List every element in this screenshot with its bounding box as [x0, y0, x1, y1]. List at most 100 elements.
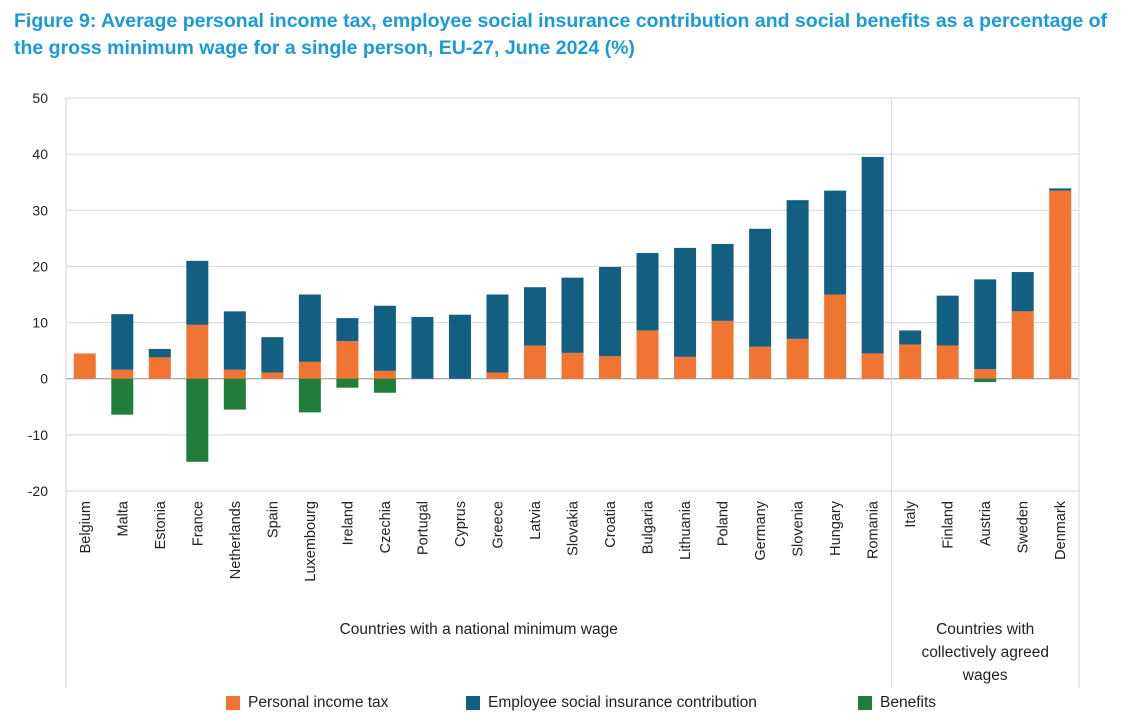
- bar-1-france: [186, 260, 209, 325]
- bar-1-austria: [974, 279, 997, 370]
- bar-2-netherlands: [223, 378, 246, 410]
- bar-1-bulgaria: [636, 252, 659, 331]
- x-tick-label: France: [190, 501, 206, 546]
- bar-0-slovakia: [561, 352, 584, 379]
- x-tick-label: Italy: [903, 500, 919, 527]
- legend-item-tax: Personal income tax: [226, 694, 388, 712]
- x-tick-label: Slovenia: [791, 500, 807, 557]
- x-tick-label: Belgium: [78, 501, 94, 553]
- bar-1-spain: [261, 337, 284, 373]
- y-tick-label: -10: [28, 427, 48, 443]
- bar-1-romania: [861, 156, 884, 354]
- x-tick-label: Poland: [716, 501, 732, 546]
- bar-1-poland: [711, 243, 734, 321]
- bar-1-portugal: [411, 316, 434, 379]
- bar-0-slovenia: [786, 338, 809, 379]
- legend-swatch-benefits: [858, 696, 872, 710]
- x-tick-label: Croatia: [603, 500, 619, 548]
- bar-1-czechia: [373, 305, 396, 371]
- x-tick-label: Denmark: [1053, 500, 1069, 560]
- bar-0-finland: [936, 345, 959, 379]
- bar-0-greece: [486, 372, 509, 379]
- bar-1-estonia: [148, 348, 171, 358]
- bar-0-hungary: [824, 294, 847, 379]
- bar-2-luxembourg: [298, 378, 321, 413]
- group-label: Countries with collectively agreed wages: [921, 621, 1049, 684]
- y-tick-label: 40: [32, 146, 48, 162]
- bar-0-austria: [974, 369, 997, 379]
- x-tick-label: Czechia: [378, 500, 394, 553]
- bar-0-latvia: [523, 345, 546, 379]
- x-tick-label: Germany: [753, 500, 769, 560]
- bar-1-netherlands: [223, 311, 246, 370]
- x-tick-label: Netherlands: [228, 501, 244, 579]
- x-tick-label: Malta: [115, 500, 131, 536]
- bar-0-croatia: [599, 356, 622, 379]
- bar-1-slovenia: [786, 200, 809, 339]
- y-tick-label: 30: [32, 202, 48, 218]
- bar-2-france: [186, 378, 209, 462]
- bar-1-latvia: [523, 287, 546, 346]
- bar-2-ireland: [336, 378, 359, 388]
- bar-0-ireland: [336, 341, 359, 379]
- bar-1-luxembourg: [298, 294, 321, 362]
- page-title: Figure 9: Average personal income tax, e…: [14, 10, 1108, 59]
- bar-0-luxembourg: [298, 361, 321, 379]
- legend-label-benefits: Benefits: [880, 694, 937, 711]
- x-tick-label: Greece: [490, 501, 506, 549]
- bar-1-italy: [899, 330, 922, 345]
- bar-1-lithuania: [674, 247, 697, 357]
- x-tick-label: Luxembourg: [303, 501, 319, 582]
- bar-0-romania: [861, 353, 884, 379]
- bar-0-lithuania: [674, 356, 697, 379]
- bar-2-malta: [111, 378, 134, 415]
- bar-0-poland: [711, 320, 734, 379]
- bar-1-hungary: [824, 190, 847, 295]
- x-tick-label: Estonia: [153, 500, 169, 549]
- bar-0-france: [186, 324, 209, 379]
- legend-swatch-social: [466, 696, 480, 710]
- x-tick-label: Portugal: [415, 501, 431, 555]
- x-tick-label: Lithuania: [678, 500, 694, 560]
- bar-2-austria: [974, 378, 997, 383]
- bar-1-germany: [749, 228, 772, 347]
- x-tick-label: Ireland: [340, 501, 356, 545]
- y-tick-label: 50: [32, 90, 48, 106]
- x-tick-label: Hungary: [828, 500, 844, 556]
- x-tick-label: Latvia: [528, 500, 544, 540]
- bar-0-malta: [111, 369, 134, 379]
- legend-swatch-tax: [226, 696, 240, 710]
- stacked-bar-chart: 50 40 30 20 10 0 -10 -20 Belgium Malta Estonia Fran…: [28, 90, 1080, 688]
- y-tick-label: 20: [32, 258, 48, 274]
- bar-1-malta: [111, 314, 134, 370]
- x-tick-label: Slovakia: [566, 500, 582, 556]
- bar-1-croatia: [599, 266, 622, 357]
- bar-0-czechia: [373, 370, 396, 379]
- bar-0-estonia: [148, 357, 171, 379]
- x-tick-label: Cyprus: [453, 501, 469, 547]
- bar-1-ireland: [336, 318, 359, 342]
- bar-1-slovakia: [561, 277, 584, 353]
- x-tick-label: Sweden: [1016, 501, 1032, 553]
- bar-0-germany: [749, 346, 772, 379]
- x-tick-label: Finland: [941, 501, 957, 549]
- bar-1-finland: [936, 295, 959, 346]
- group-label: Countries with a national minimum wage: [340, 621, 618, 638]
- bar-2-czechia: [373, 378, 396, 393]
- y-tick-label: -20: [28, 483, 48, 499]
- legend-label-tax: Personal income tax: [248, 694, 389, 711]
- legend-label-social: Employee social insurance contribution: [488, 694, 757, 711]
- bar-0-sweden: [1011, 311, 1034, 379]
- bar-0-spain: [261, 372, 284, 379]
- bar-0-bulgaria: [636, 330, 659, 379]
- bar-1-denmark: [1049, 188, 1072, 191]
- x-tick-label: Bulgaria: [641, 500, 657, 554]
- x-tick-label: Spain: [265, 501, 281, 538]
- x-tick-label: Austria: [978, 500, 994, 546]
- bar-0-netherlands: [223, 369, 246, 379]
- bar-0-denmark: [1049, 190, 1072, 379]
- bar-0-italy: [899, 344, 922, 379]
- legend-item-benefits: Benefits: [858, 694, 936, 712]
- y-tick-label: 0: [40, 371, 48, 387]
- y-tick-label: 10: [32, 315, 48, 331]
